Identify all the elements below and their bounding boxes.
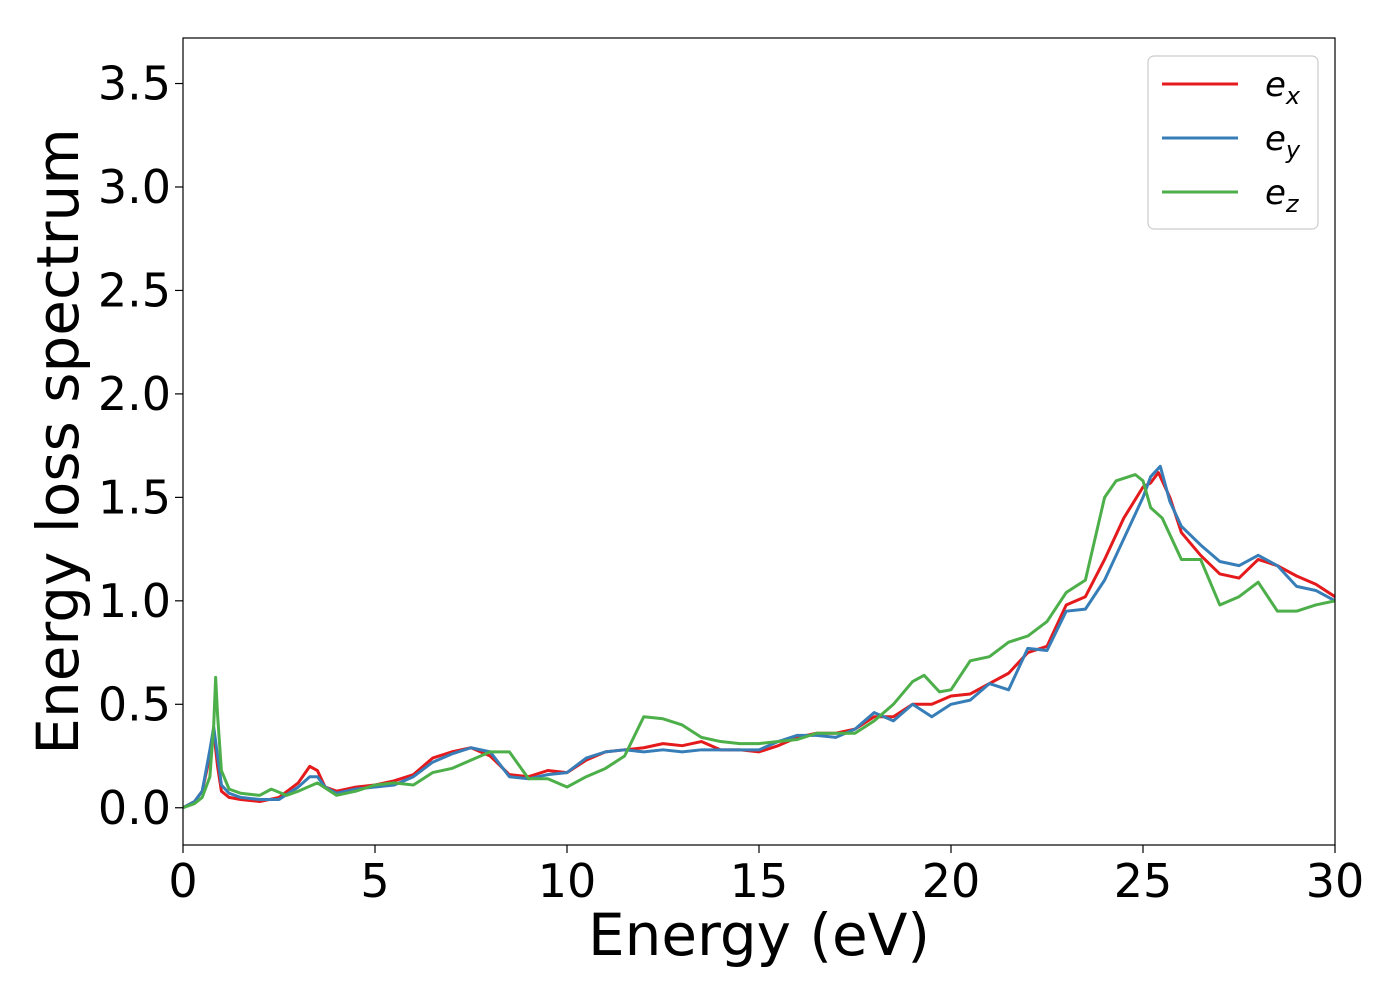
x-axis-title: Energy (eV): [588, 901, 930, 969]
legend-label-subscript: y: [1285, 136, 1301, 164]
legend-box: [1147, 55, 1319, 230]
legend-label-subscript: x: [1285, 82, 1301, 110]
y-tick-label: 0.5: [98, 677, 171, 731]
series-line-z: [183, 473, 1335, 810]
legend-label-x: ex: [1265, 65, 1301, 110]
x-tick-label: 5: [360, 854, 389, 908]
legend-label-base: e: [1265, 65, 1286, 105]
legend-label-z: ez: [1265, 173, 1300, 218]
legend-label-subscript: z: [1285, 190, 1300, 218]
y-axis-title: Energy loss spectrum: [24, 128, 92, 754]
series-line-y: [183, 464, 1335, 810]
y-tick-label: 3.0: [98, 160, 171, 214]
plot-area: [183, 464, 1335, 810]
y-tick-label: 3.5: [98, 57, 171, 111]
y-tick-label: 1.5: [98, 470, 171, 524]
y-tick-label: 0.0: [98, 781, 171, 835]
x-axis: 0 5 10 15 20 25 30: [168, 845, 1364, 908]
y-axis: 0.0 0.5 1.0 1.5 2.0 2.5 3.0 3.5: [98, 57, 183, 835]
legend-label-y: ey: [1265, 119, 1301, 164]
x-tick-label: 15: [730, 854, 789, 908]
x-tick-label: 30: [1306, 854, 1365, 908]
series-line-x: [183, 471, 1335, 810]
y-tick-label: 1.0: [98, 574, 171, 628]
legend-label-base: e: [1265, 119, 1286, 159]
y-tick-label: 2.0: [98, 367, 171, 421]
x-tick-label: 20: [922, 854, 981, 908]
x-tick-label: 10: [538, 854, 597, 908]
x-tick-label: 25: [1114, 854, 1173, 908]
y-tick-label: 2.5: [98, 263, 171, 317]
legend-label-base: e: [1265, 173, 1286, 213]
x-tick-label: 0: [168, 854, 197, 908]
